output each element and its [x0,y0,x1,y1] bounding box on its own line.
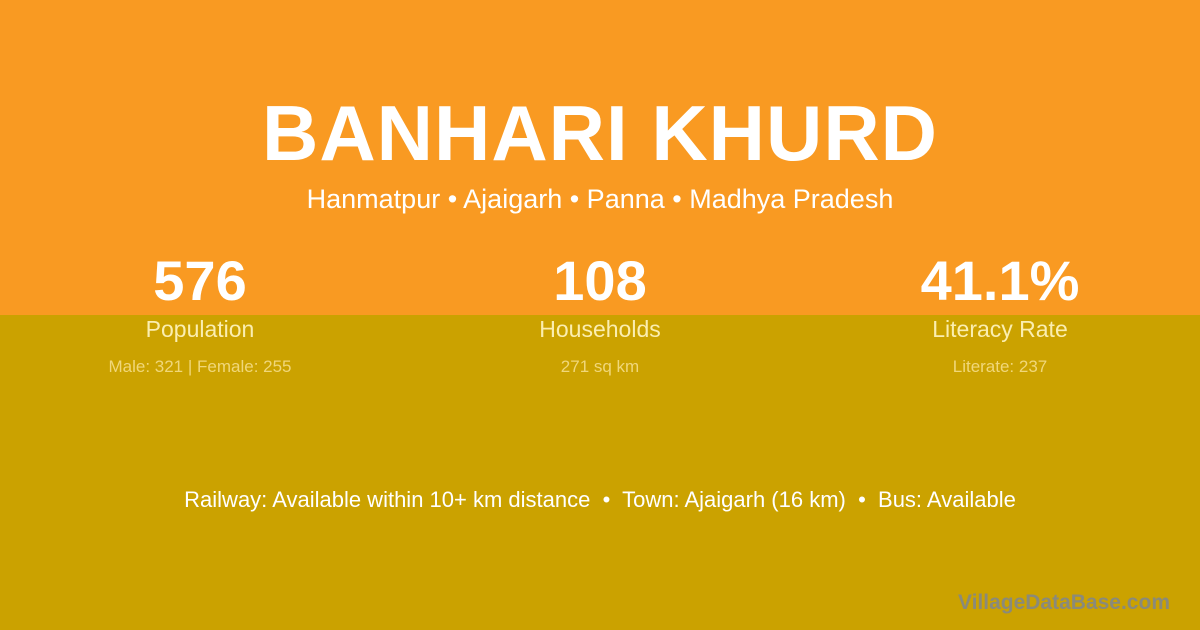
stat-label: Population [145,316,255,342]
stat-label: Literacy Rate [932,316,1068,342]
stat-label: Households [539,316,661,342]
stat-detail: 271 sq km [560,357,640,376]
watermark: VillageDataBase.com [957,591,1170,614]
facilities-line: Railway: Available within 10+ km distanc… [184,487,1016,512]
footer-band [0,315,1200,630]
header-band [0,0,1200,315]
stat-detail: Literate: 237 [952,357,1048,376]
stat-literacy: 41.1% Literacy Rate Literate: 237 [800,252,1200,377]
stat-value: 108 [553,249,647,312]
location-breadcrumb: Hanmatpur • Ajaigarh • Panna • Madhya Pr… [306,184,894,214]
village-title: BANHARI KHURD [262,89,938,177]
stat-detail: Male: 321 | Female: 255 [108,357,292,376]
stat-population: 576 Population Male: 321 | Female: 255 [0,252,400,377]
stat-value: 576 [153,249,247,312]
stat-households: 108 Households 271 sq km [400,252,800,377]
stat-value: 41.1% [920,249,1080,312]
